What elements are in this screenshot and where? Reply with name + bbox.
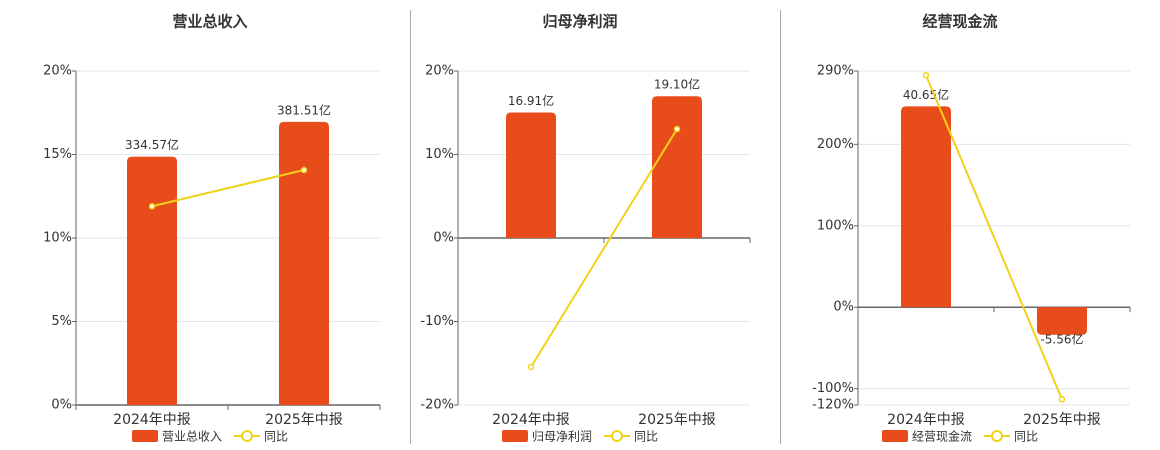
x-tick-label: 2025年中报 xyxy=(265,412,343,428)
y-tick-label: 15% xyxy=(43,147,72,162)
y-tick-label: -120% xyxy=(812,398,854,413)
bar xyxy=(901,106,951,308)
legend-swatch xyxy=(882,430,908,442)
y-tick-label: 10% xyxy=(43,231,72,246)
legend-label: 经营现金流 xyxy=(912,429,972,444)
legend-label: 营业总收入 xyxy=(162,430,222,444)
legend-label: 归母净利润 xyxy=(532,430,592,444)
line-point xyxy=(300,166,308,174)
y-tick-label: 20% xyxy=(425,64,454,79)
legend-label: 同比 xyxy=(634,430,658,444)
bar xyxy=(506,112,556,238)
x-tick-label: 2025年中报 xyxy=(1023,412,1101,428)
line-point xyxy=(673,125,681,133)
legend-swatch xyxy=(132,430,158,442)
y-tick-label: -20% xyxy=(420,398,454,413)
value-label: 381.51亿 xyxy=(277,102,331,117)
legend-swatch xyxy=(991,430,1004,442)
bar xyxy=(1037,307,1087,335)
y-tick-label: 0% xyxy=(51,398,72,413)
y-tick-label: 10% xyxy=(425,147,454,162)
y-tick-label: 100% xyxy=(817,218,854,233)
chart-title: 经营现金流 xyxy=(922,13,997,31)
line-point xyxy=(148,203,156,210)
bar xyxy=(127,156,177,405)
legend-swatch xyxy=(502,430,528,442)
y-tick-label: -10% xyxy=(420,314,454,329)
value-label: 16.91亿 xyxy=(508,93,554,108)
legend-label: 同比 xyxy=(1014,430,1038,444)
x-tick-label: 2024年中报 xyxy=(113,412,191,428)
bar xyxy=(652,96,702,238)
line-point xyxy=(922,71,930,79)
legend-swatch xyxy=(241,430,254,442)
chart-title: 营业总收入 xyxy=(172,13,247,31)
value-label: 334.57亿 xyxy=(125,137,179,152)
legend-label: 同比 xyxy=(264,430,288,444)
line-point xyxy=(1058,396,1066,403)
bar xyxy=(279,121,329,405)
y-tick-label: 0% xyxy=(433,231,454,246)
line xyxy=(530,128,678,368)
y-tick-label: 5% xyxy=(51,314,72,329)
line xyxy=(925,74,1063,400)
value-label: 19.10亿 xyxy=(654,77,700,92)
y-tick-label: 20% xyxy=(43,64,72,79)
chart-title: 归母净利润 xyxy=(542,13,617,31)
y-tick-label: 0% xyxy=(833,300,854,315)
x-tick-label: 2025年中报 xyxy=(638,412,716,428)
value-label: 40.65亿 xyxy=(903,87,949,102)
value-label: -5.56亿 xyxy=(1040,331,1083,346)
legend-swatch xyxy=(611,430,624,442)
x-tick-label: 2024年中报 xyxy=(492,412,570,428)
y-tick-label: 290% xyxy=(817,64,854,79)
y-tick-label: 200% xyxy=(817,137,854,152)
y-tick-label: -100% xyxy=(812,381,854,396)
line-point xyxy=(527,363,535,371)
x-tick-label: 2024年中报 xyxy=(887,412,965,428)
line xyxy=(151,169,305,208)
